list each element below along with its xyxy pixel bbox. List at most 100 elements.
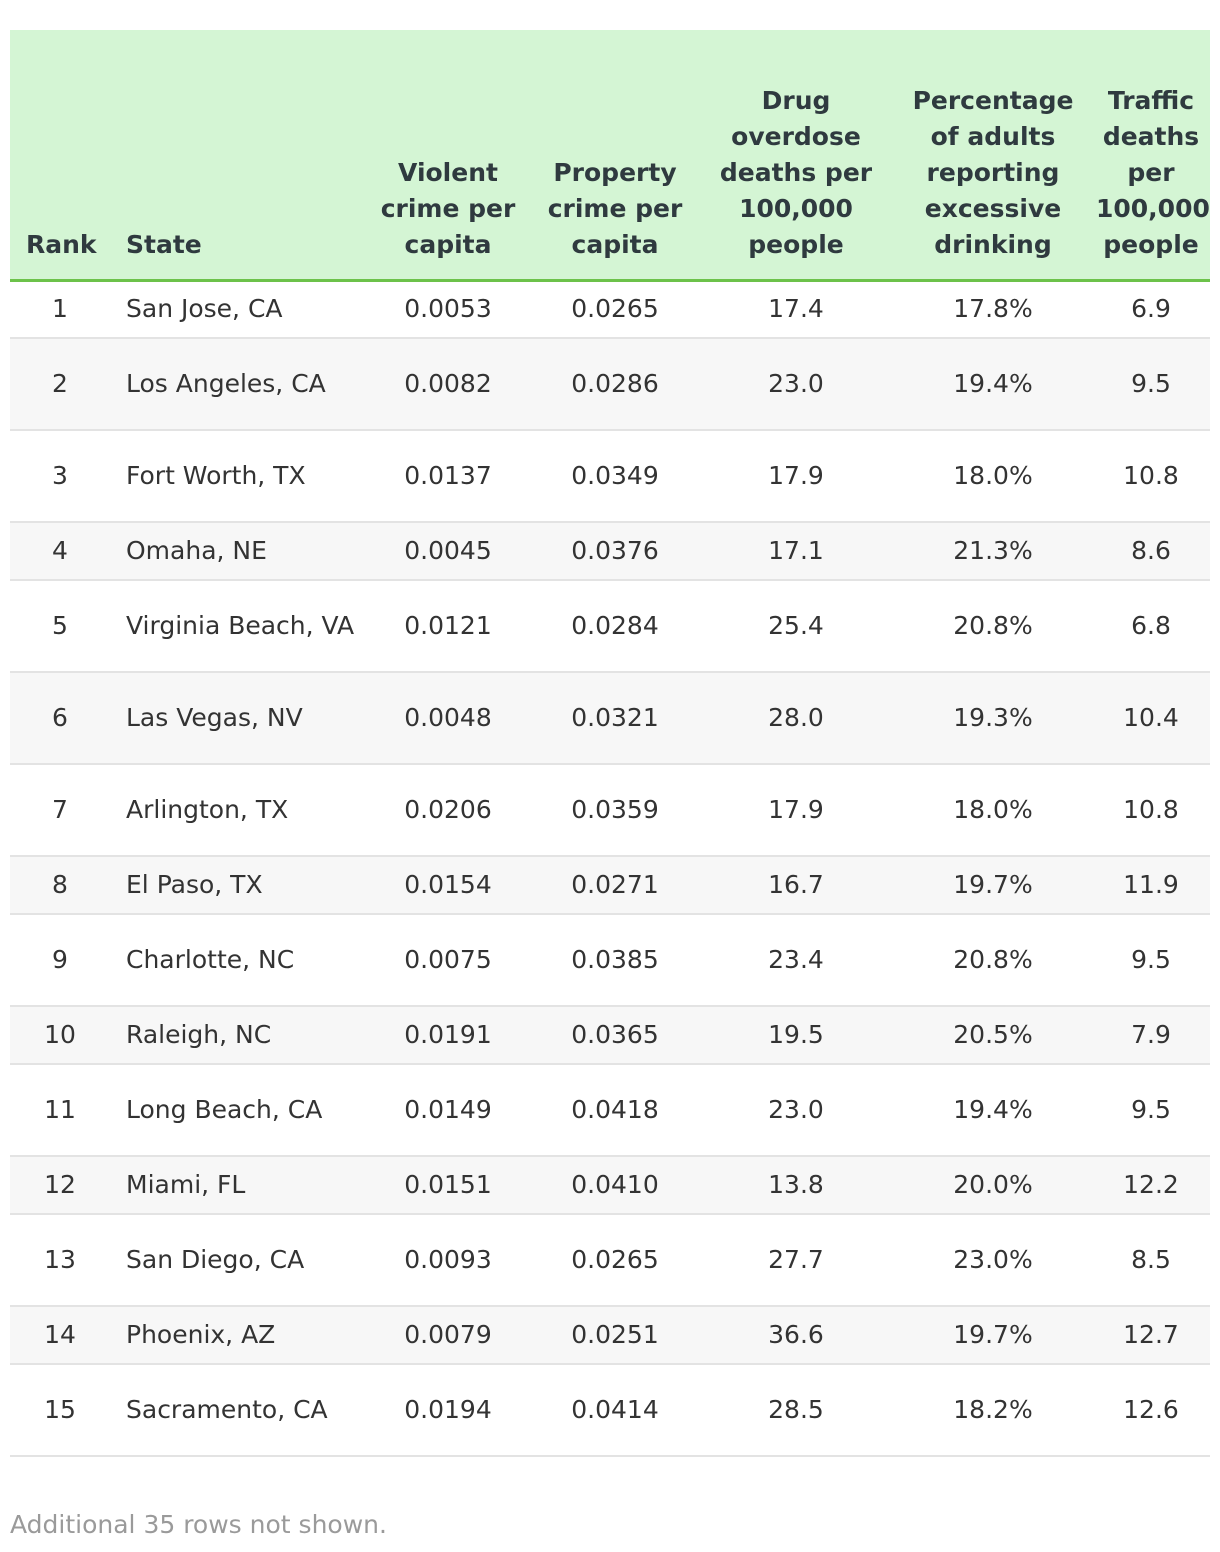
traffic-deaths-cell: 6.8 [1131,611,1171,640]
rank-cell: 4 [52,536,68,565]
rank-cell: 13 [44,1245,76,1274]
traffic-deaths-cell: 9.5 [1131,945,1171,974]
violent-crime-cell: 0.0194 [404,1395,492,1424]
rank-cell: 6 [52,703,68,732]
violent-crime-cell: 0.0093 [404,1245,492,1274]
traffic-deaths-cell: 8.6 [1131,536,1171,565]
table-row: 10 Raleigh, NC 0.0191 0.0365 19.5 20.5% 7.9 [10,1006,1210,1064]
table-row: 13 San Diego, CA 0.0093 0.0265 27.7 23.0% 8.5 [10,1214,1210,1306]
state-cell: Omaha, NE [126,536,267,565]
violent-crime-cell: 0.0079 [404,1320,492,1349]
excessive-drinking-cell: 19.4% [953,369,1033,398]
excessive-drinking-cell: 20.5% [953,1020,1033,1049]
excessive-drinking-cell: 17.8% [953,294,1033,324]
table-body: 1 San Jose, CA 0.0053 0.0265 17.4 17.8% 6.9 2 Lo… [10,280,1210,1456]
property-crime-cell: 0.0251 [571,1320,659,1349]
excessive-drinking-cell: 20.0% [953,1170,1033,1199]
violent-crime-cell: 0.0082 [404,369,492,398]
property-crime-cell: 0.0410 [571,1170,659,1199]
excessive-drinking-cell: 21.3% [953,536,1033,565]
property-crime-cell: 0.0385 [571,945,659,974]
rank-cell: 12 [44,1170,76,1199]
header-property-crime: Property crime per capita [547,157,683,259]
excessive-drinking-cell: 18.2% [953,1395,1033,1424]
rank-cell: 1 [52,294,68,324]
traffic-deaths-cell: 12.6 [1123,1395,1179,1424]
violent-crime-cell: 0.0137 [404,461,492,490]
violent-crime-cell: 0.0151 [404,1170,492,1199]
header-rank: Rank [26,229,97,259]
traffic-deaths-cell: 10.8 [1123,795,1179,824]
state-cell: El Paso, TX [126,870,263,899]
header-drug-overdose: Drug overdose deaths per 100,000 people [719,85,873,259]
drug-overdose-cell: 17.9 [768,795,824,824]
property-crime-cell: 0.0349 [571,461,659,490]
property-crime-cell: 0.0365 [571,1020,659,1049]
state-cell: Fort Worth, TX [126,461,306,490]
violent-crime-cell: 0.0048 [404,703,492,732]
data-table-container: Rank State Violent crime per capita Prop… [10,30,1210,1457]
drug-overdose-cell: 36.6 [768,1320,824,1349]
rank-cell: 7 [52,795,68,824]
traffic-deaths-cell: 12.2 [1123,1170,1179,1199]
header-excessive-drinking: Percentage of adults reporting excessive… [912,85,1074,259]
header-state: State [126,229,202,259]
drug-overdose-cell: 17.4 [768,294,824,324]
rank-cell: 2 [52,369,68,398]
drug-overdose-cell: 23.0 [768,369,824,398]
traffic-deaths-cell: 9.5 [1131,1095,1171,1124]
table-header-row: Rank State Violent crime per capita Prop… [10,30,1210,280]
traffic-deaths-cell: 9.5 [1131,369,1171,398]
rank-cell: 14 [44,1320,76,1349]
rank-cell: 11 [44,1095,76,1124]
drug-overdose-cell: 16.7 [768,870,824,899]
footnote: Additional 35 rows not shown. [10,1510,387,1539]
property-crime-cell: 0.0321 [571,703,659,732]
header-traffic-deaths: Traffic deaths per 100,000 people [1096,85,1210,259]
state-cell: Los Angeles, CA [126,369,326,398]
excessive-drinking-cell: 19.4% [953,1095,1033,1124]
property-crime-cell: 0.0376 [571,536,659,565]
property-crime-cell: 0.0414 [571,1395,659,1424]
property-crime-cell: 0.0271 [571,870,659,899]
excessive-drinking-cell: 18.0% [953,461,1033,490]
rank-cell: 3 [52,461,68,490]
drug-overdose-cell: 27.7 [768,1245,824,1274]
traffic-deaths-cell: 8.5 [1131,1245,1171,1274]
violent-crime-cell: 0.0154 [404,870,492,899]
excessive-drinking-cell: 19.3% [953,703,1033,732]
rank-cell: 9 [52,945,68,974]
excessive-drinking-cell: 18.0% [953,795,1033,824]
table-row: 12 Miami, FL 0.0151 0.0410 13.8 20.0% 12.2 [10,1156,1210,1214]
violent-crime-cell: 0.0206 [404,795,492,824]
excessive-drinking-cell: 20.8% [953,611,1033,640]
state-cell: Charlotte, NC [126,945,295,974]
property-crime-cell: 0.0284 [571,611,659,640]
table-row: 8 El Paso, TX 0.0154 0.0271 16.7 19.7% 11.9 [10,856,1210,914]
property-crime-cell: 0.0286 [571,369,659,398]
city-rankings-table: Rank State Violent crime per capita Prop… [10,30,1210,1457]
traffic-deaths-cell: 12.7 [1123,1320,1179,1349]
drug-overdose-cell: 23.4 [768,945,824,974]
traffic-deaths-cell: 10.4 [1123,703,1179,732]
drug-overdose-cell: 17.9 [768,461,824,490]
violent-crime-cell: 0.0191 [404,1020,492,1049]
property-crime-cell: 0.0265 [571,294,659,324]
violent-crime-cell: 0.0053 [404,294,492,324]
table-row: 2 Los Angeles, CA 0.0082 0.0286 23.0 19.4% 9.5 [10,338,1210,430]
table-row: 5 Virginia Beach, VA 0.0121 0.0284 25.4 20.8%… [10,580,1210,672]
state-cell: Las Vegas, NV [126,703,303,732]
rank-cell: 10 [44,1020,76,1049]
violent-crime-cell: 0.0075 [404,945,492,974]
table-row: 3 Fort Worth, TX 0.0137 0.0349 17.9 18.0% 10.8 [10,430,1210,522]
header-violent-crime: Violent crime per capita [380,157,516,259]
drug-overdose-cell: 25.4 [768,611,824,640]
state-cell: Arlington, TX [126,795,289,824]
drug-overdose-cell: 19.5 [768,1020,824,1049]
excessive-drinking-cell: 23.0% [953,1245,1033,1274]
table-row: 4 Omaha, NE 0.0045 0.0376 17.1 21.3% 8.6 [10,522,1210,580]
violent-crime-cell: 0.0045 [404,536,492,565]
traffic-deaths-cell: 11.9 [1123,870,1179,899]
property-crime-cell: 0.0359 [571,795,659,824]
table-row: 9 Charlotte, NC 0.0075 0.0385 23.4 20.8% 9.5 [10,914,1210,1006]
